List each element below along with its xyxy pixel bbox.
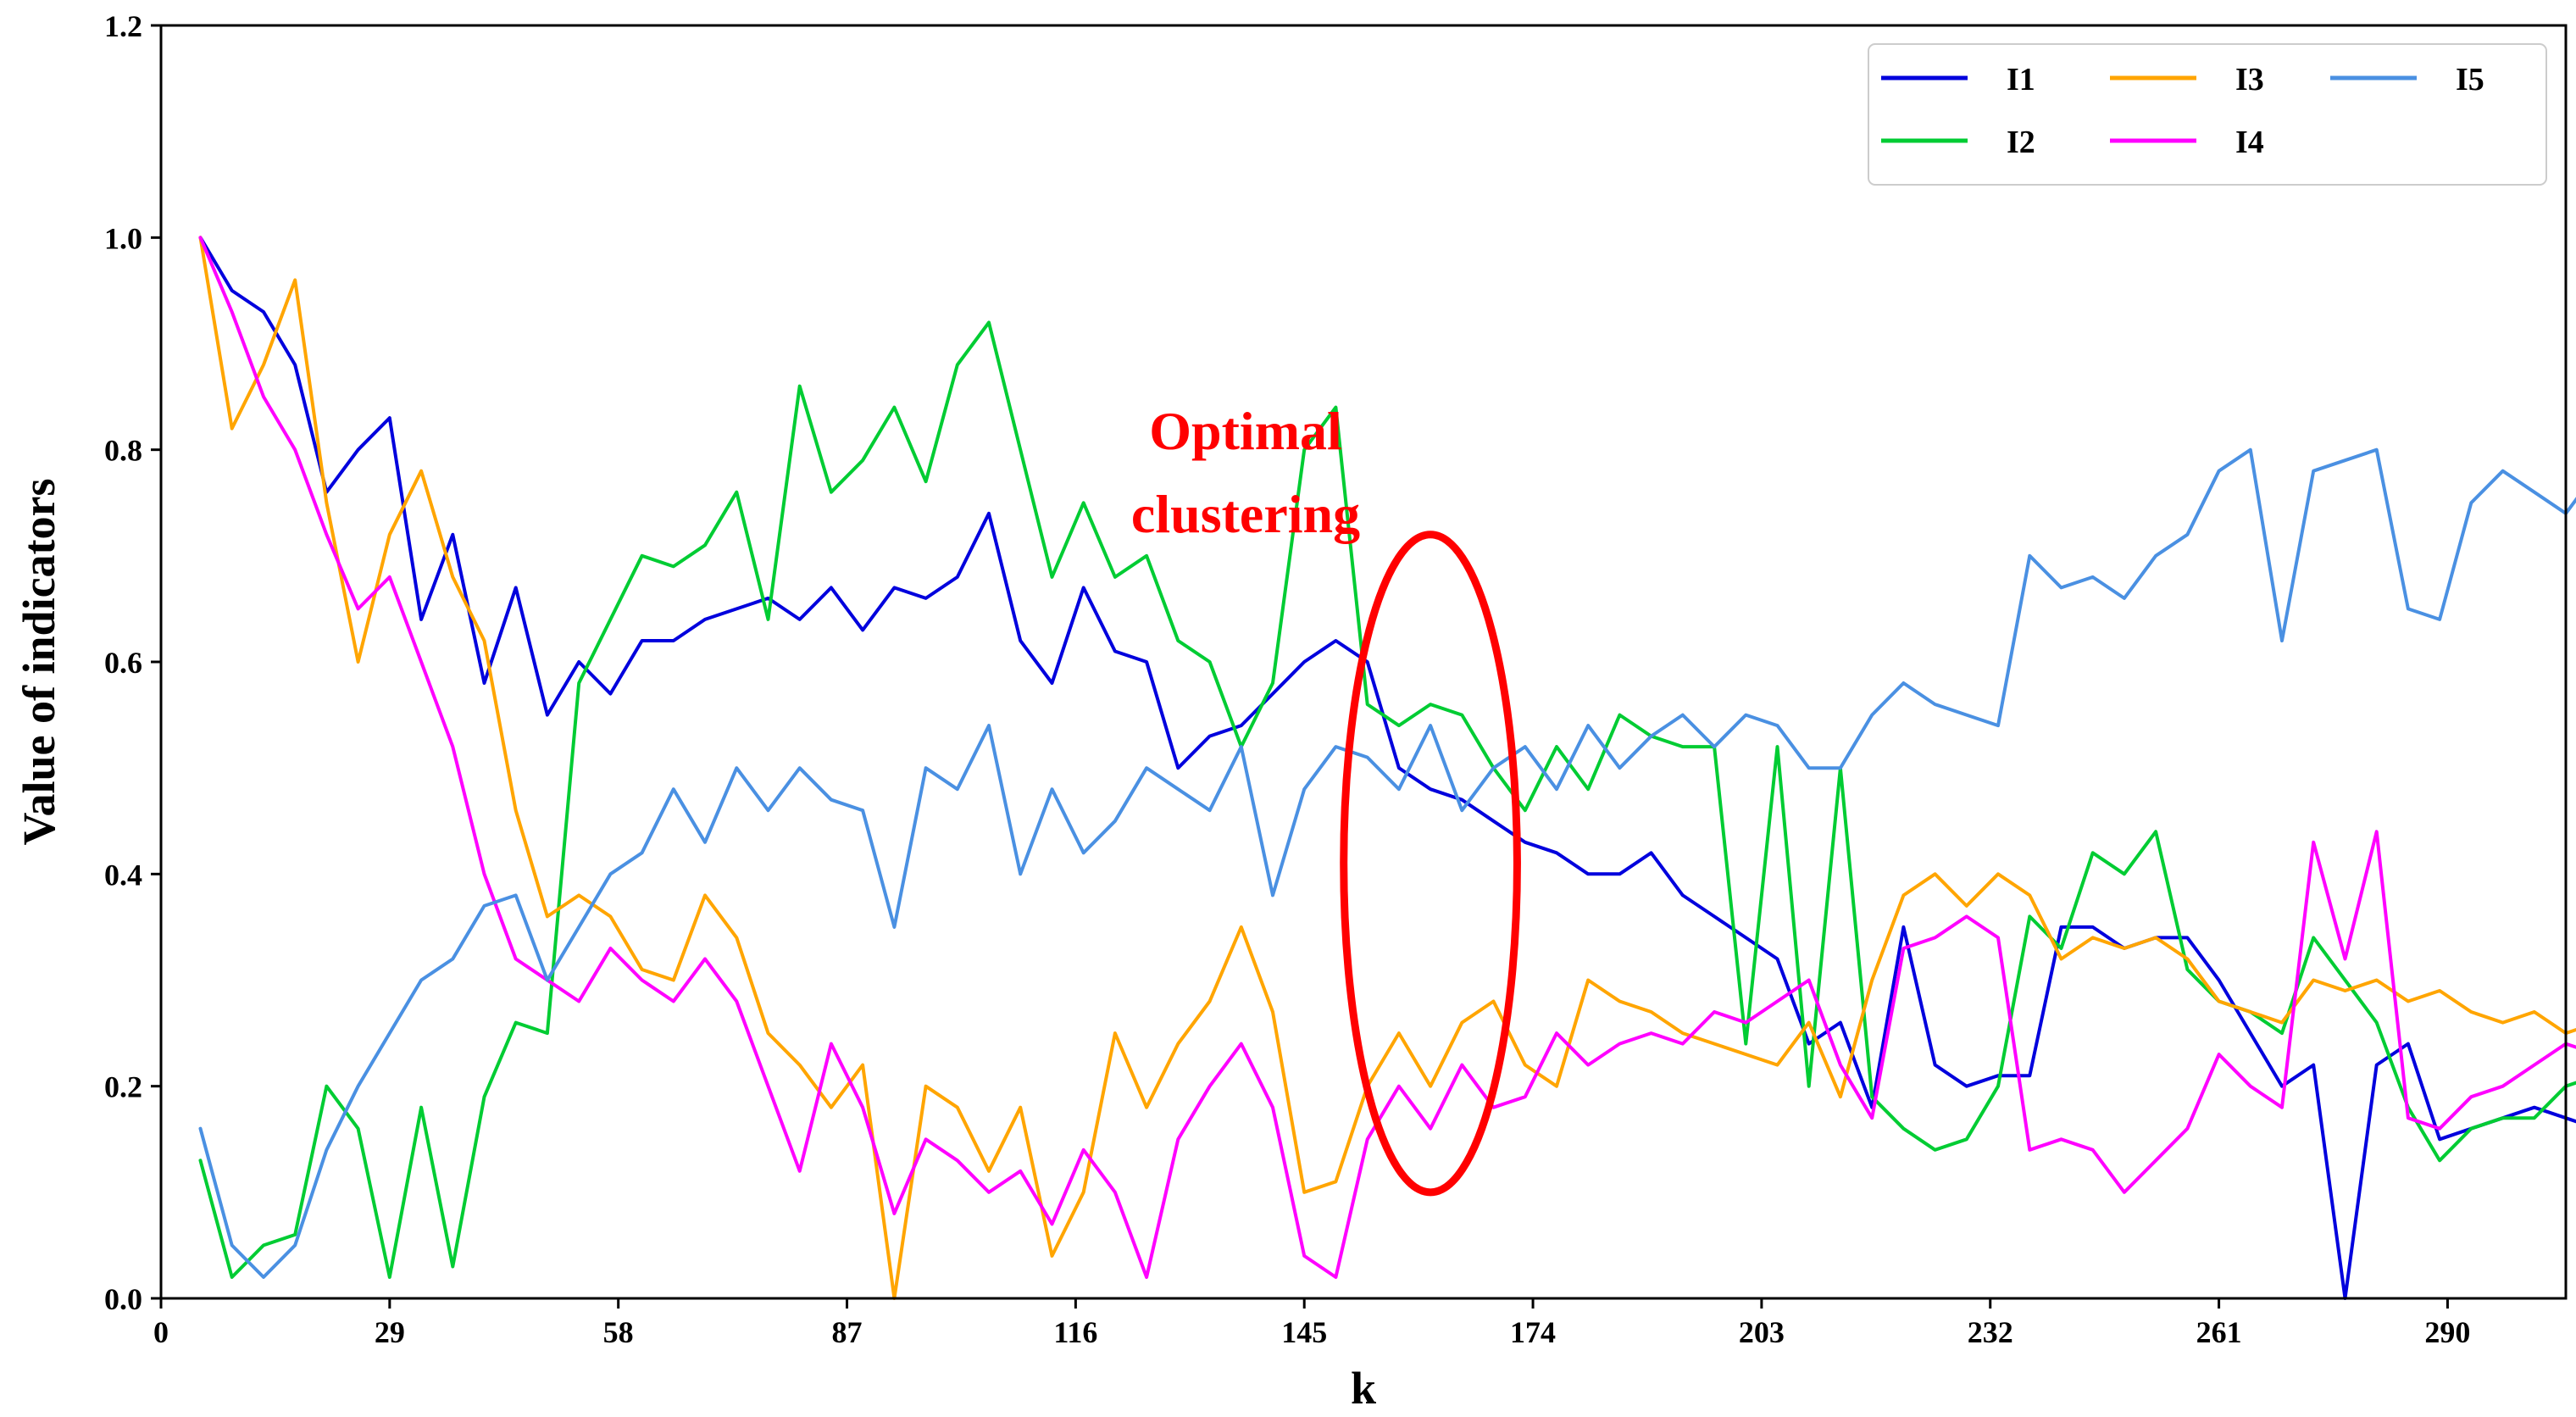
annotation-text-line1: Optimal [1149, 401, 1342, 461]
x-tick-label: 58 [603, 1315, 634, 1349]
x-axis-ticks: 0 29 58 87 116 145 174 203 232 261 290 [153, 1298, 2470, 1349]
annotation-ellipse [1340, 531, 1521, 1197]
y-tick-label: 0.8 [104, 434, 142, 468]
x-tick-label: 0 [153, 1315, 169, 1349]
x-tick-label: 174 [1510, 1315, 1556, 1349]
x-tick-label: 261 [2196, 1315, 2242, 1349]
y-tick-label: 1.0 [104, 221, 142, 255]
x-tick-label: 87 [832, 1315, 863, 1349]
y-tick-label: 0.6 [104, 646, 142, 680]
series-line-i5 [198, 447, 2576, 1279]
legend: I1 I2 I3 I4 I5 [1868, 43, 2547, 186]
series-line-i4 [198, 236, 2576, 1279]
legend-label-i5: I5 [2456, 62, 2484, 97]
x-tick-label: 203 [1739, 1315, 1785, 1349]
y-tick-label: 1.2 [104, 9, 142, 43]
legend-label-i4: I4 [2235, 125, 2264, 160]
y-axis-ticks: 0.0 0.2 0.4 0.6 0.8 1.0 1.2 [104, 9, 161, 1316]
y-tick-label: 0.0 [104, 1282, 142, 1316]
series-line-i3 [198, 236, 2576, 1300]
annotation-text-line2: clustering [1131, 484, 1360, 544]
series-line-i1 [198, 236, 2576, 1300]
legend-label-i3: I3 [2235, 62, 2264, 97]
x-tick-label: 29 [375, 1315, 405, 1349]
x-tick-label: 145 [1281, 1315, 1327, 1349]
y-tick-label: 0.4 [104, 858, 142, 892]
x-tick-label: 290 [2424, 1315, 2470, 1349]
x-tick-label: 116 [1053, 1315, 1097, 1349]
y-tick-label: 0.2 [104, 1070, 142, 1104]
series-layer [198, 236, 2576, 1300]
legend-label-i2: I2 [2007, 125, 2035, 160]
x-axis-label: k [1351, 1363, 1376, 1414]
optimal-clustering-annotation: Optimal clustering [1131, 401, 1521, 1197]
legend-label-i1: I1 [2007, 62, 2035, 97]
x-tick-label: 232 [1968, 1315, 2013, 1349]
legend-box [1868, 43, 2547, 186]
y-axis-label: Value of indicators [14, 478, 64, 845]
